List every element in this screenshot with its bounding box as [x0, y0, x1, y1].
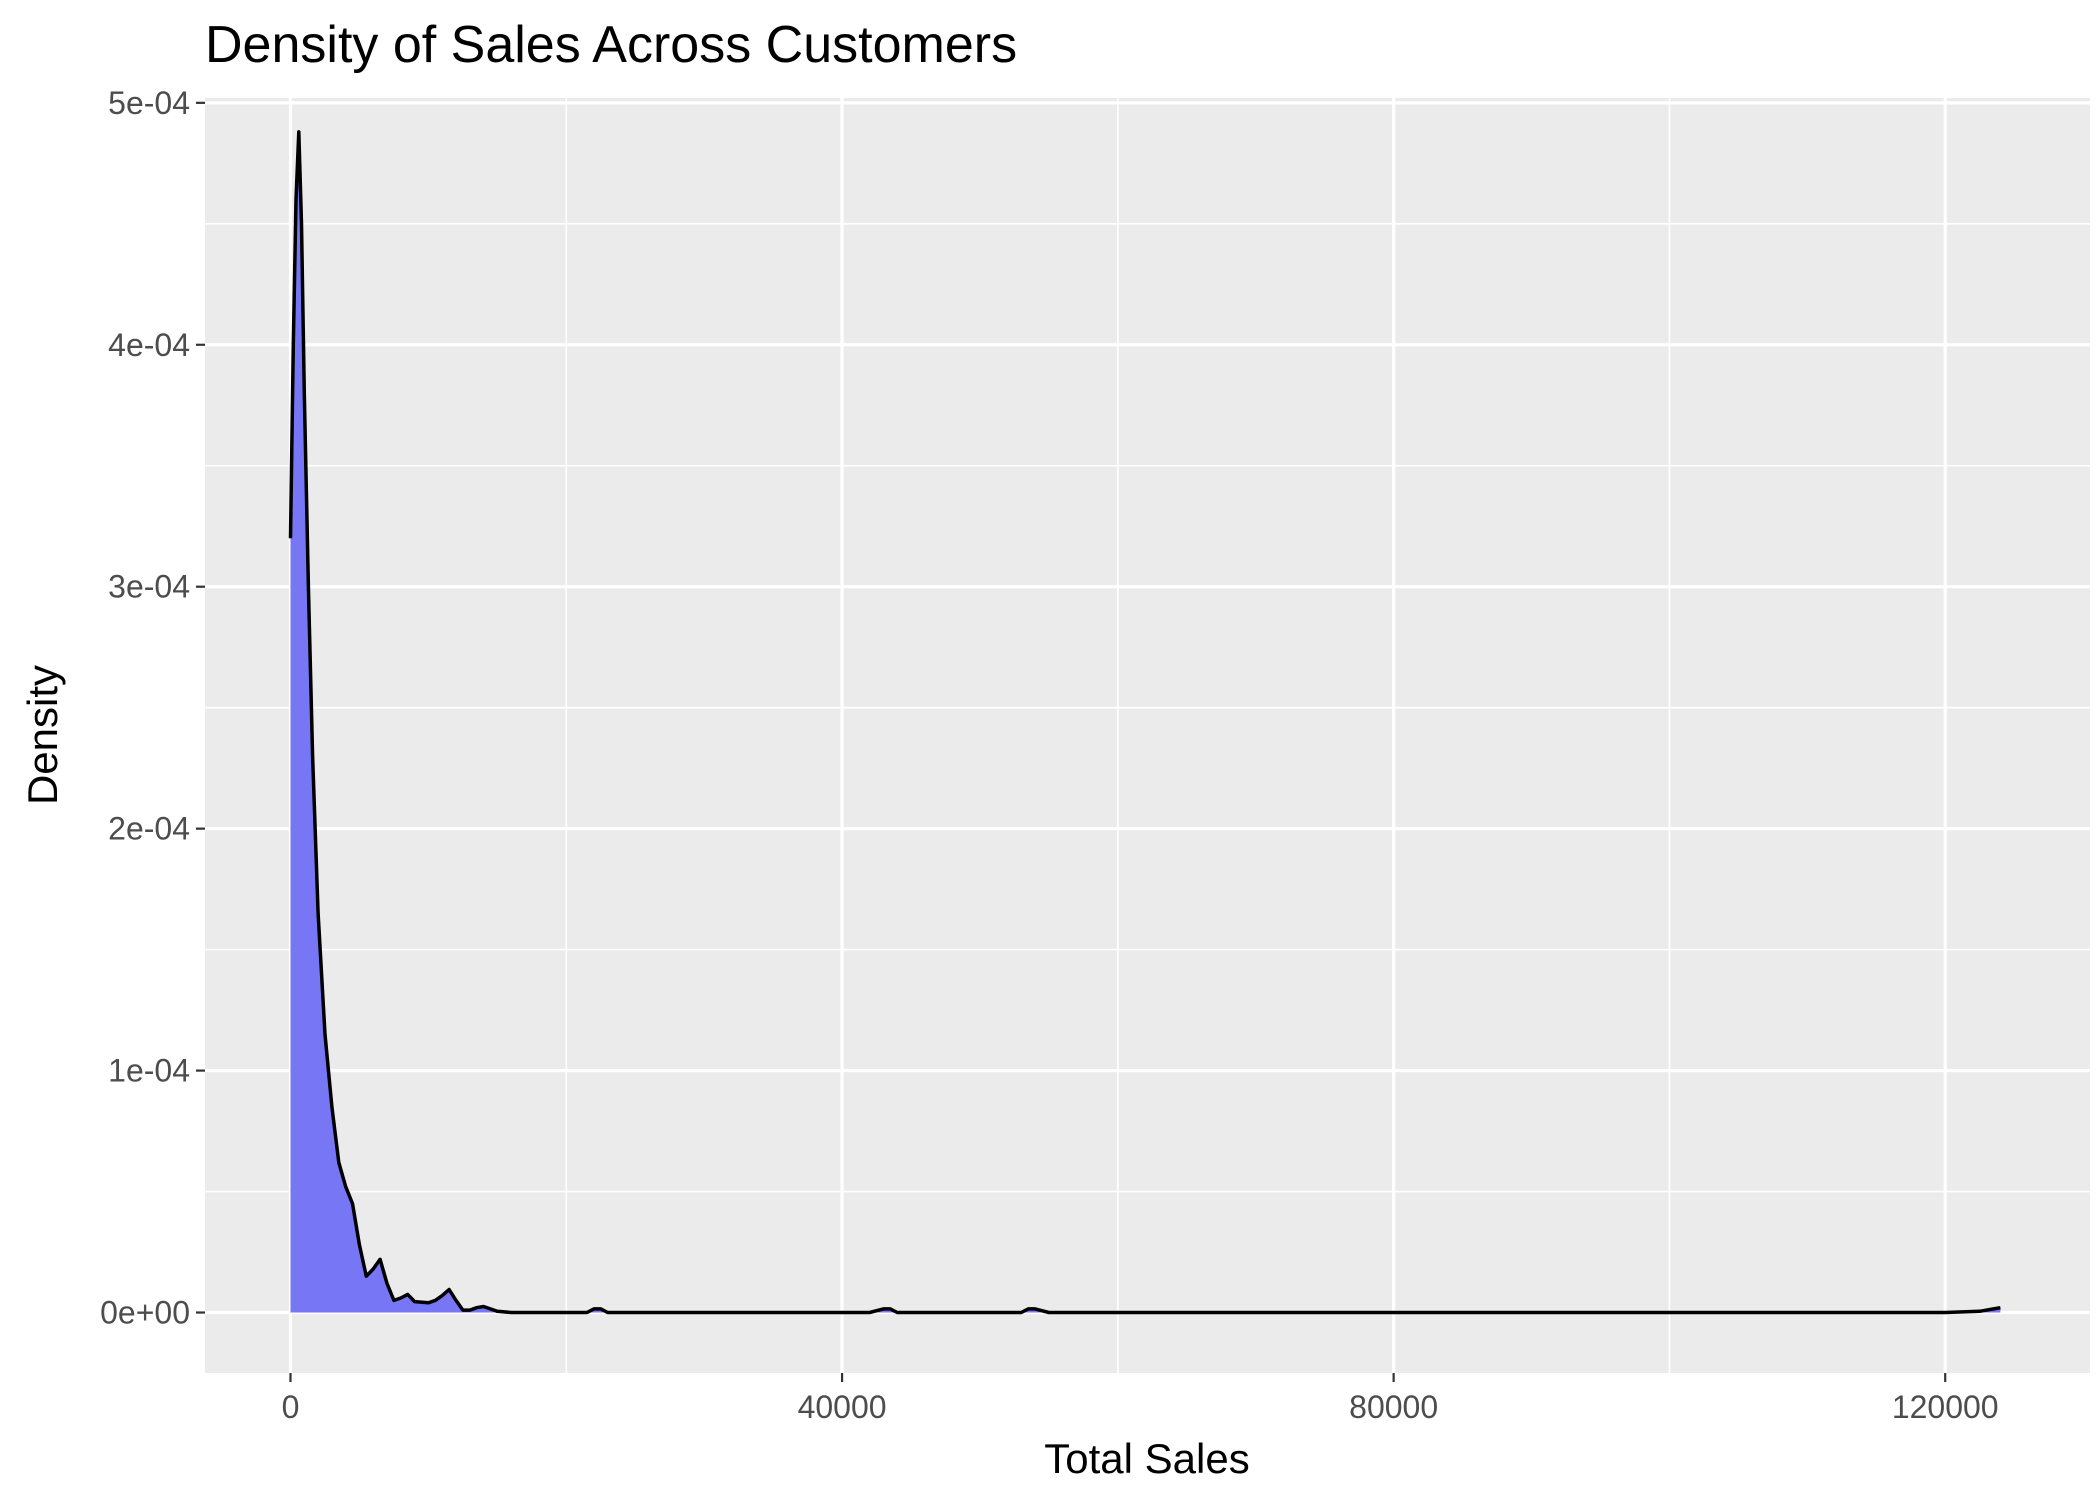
y-tick-label: 1e-04 [108, 1053, 190, 1089]
x-tick-label: 40000 [798, 1389, 887, 1425]
x-axis-ticks: 0 40000 80000 120000 [282, 1373, 1999, 1425]
x-axis-title: Total Sales [1044, 1435, 1249, 1482]
x-tick-label: 80000 [1349, 1389, 1438, 1425]
plot-panel [205, 98, 2090, 1373]
y-tick-label: 3e-04 [108, 569, 190, 605]
y-tick-label: 0e+00 [100, 1295, 190, 1331]
y-tick-label: 2e-04 [108, 811, 190, 847]
x-tick-label: 120000 [1892, 1389, 1999, 1425]
y-axis-ticks: 0e+00 1e-04 2e-04 3e-04 4e-04 5e-04 [100, 85, 205, 1331]
minor-gridlines [205, 98, 2090, 1373]
chart-title: Density of Sales Across Customers [205, 16, 1017, 74]
y-axis-title: Density [19, 665, 66, 805]
y-tick-label: 4e-04 [108, 327, 190, 363]
y-tick-label: 5e-04 [108, 85, 190, 121]
density-line [288, 130, 2001, 1315]
x-tick-label: 0 [282, 1389, 300, 1425]
